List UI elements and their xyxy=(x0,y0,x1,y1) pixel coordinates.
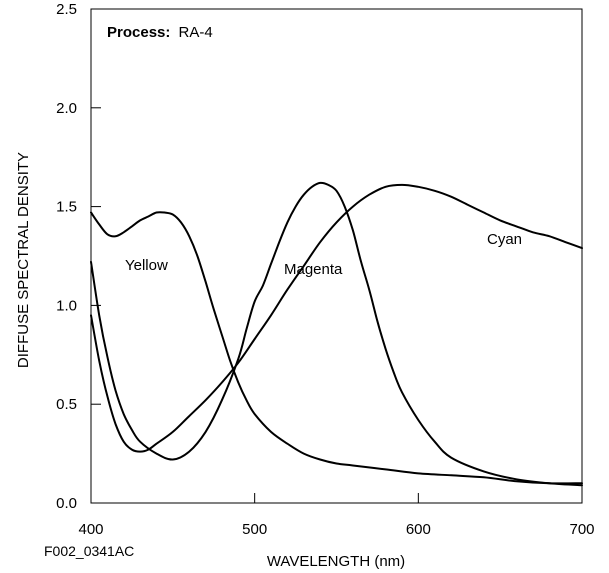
x-tick-label: 700 xyxy=(569,521,594,538)
axis-ticks xyxy=(90,8,583,504)
series-curves xyxy=(90,181,583,487)
series-line-magenta xyxy=(90,181,583,487)
x-axis-title: WAVELENGTH (nm) xyxy=(267,553,405,570)
y-tick-label: 2.0 xyxy=(56,100,77,117)
x-tick-label: 600 xyxy=(406,521,431,538)
series-labels: Yellow Magenta Cyan xyxy=(125,231,522,278)
figure-id: F002_0341AC xyxy=(44,543,134,559)
series-label-yellow: Yellow xyxy=(125,257,168,274)
series-line-yellow xyxy=(90,211,583,485)
process-annotation: Process: RA-4 xyxy=(107,24,213,41)
y-tick-label: 1.5 xyxy=(56,199,77,216)
y-tick-label: 2.5 xyxy=(56,1,77,18)
y-axis-title: DIFFUSE SPECTRAL DENSITY xyxy=(15,152,32,368)
plot-border xyxy=(90,8,583,504)
series-line-cyan xyxy=(90,183,583,453)
series-label-magenta: Magenta xyxy=(284,261,343,278)
x-tick-label: 400 xyxy=(78,521,103,538)
process-annotation-value: RA-4 xyxy=(179,24,213,41)
y-tick-label: 1.0 xyxy=(56,297,77,314)
plot-frame xyxy=(90,8,583,504)
y-tick-label: 0.5 xyxy=(56,396,77,413)
x-tick-label: 500 xyxy=(242,521,267,538)
process-annotation-bold: Process: xyxy=(107,24,170,41)
series-label-cyan: Cyan xyxy=(487,231,522,248)
tick-labels: 400 500 600 700 0.0 0.5 1.0 1.5 2.0 2.5 xyxy=(56,1,594,538)
y-tick-label: 0.0 xyxy=(56,495,77,512)
